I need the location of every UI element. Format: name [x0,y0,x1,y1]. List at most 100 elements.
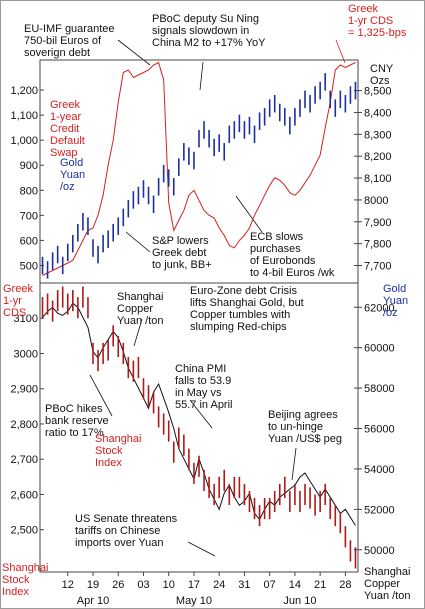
annotation: EU-IMF guarantee [24,23,114,35]
annotation: PBoC deputy Su Ning [152,13,259,25]
annotation: Shanghai [95,433,142,445]
annotation: Yuan [383,295,408,307]
y2-tick-label: 62000 [364,302,395,314]
x-tick-label: 26 [112,579,124,591]
annotation: S&P lowers [152,235,209,247]
annotation: slumping Red-chips [190,321,287,333]
month-label: May 10 [176,595,212,607]
pointer [117,39,151,66]
annotation: 1-year [50,111,82,123]
annotation: to junk, BB+ [152,259,212,271]
annotation: US Senate threatens [75,513,178,525]
annotation: Shanghai [117,291,164,303]
annotation: Stock [95,445,123,457]
annotation: Index [95,457,122,469]
annotation: bank reserve [45,415,109,427]
series-line [42,61,356,276]
y-tick-label: 600 [20,235,38,247]
x-tick-label: 31 [238,579,250,591]
y2-tick-label: 60000 [364,343,395,355]
annotation: Default [50,135,85,147]
annotation: Copper [364,578,400,590]
annotation: falls to 53.9 [175,375,231,387]
annotation: to un-hinge [268,421,323,433]
annotation: Beijing agrees [268,409,338,421]
annotation: ratio to 17% [45,427,104,439]
y2-tick-label: 52000 [364,504,395,516]
pointer [291,447,297,481]
x-tick-label: 07 [264,579,276,591]
pointer [235,195,263,233]
month-label: Jun 10 [283,595,316,607]
pointer [187,541,216,557]
annotation: China PMI [175,363,226,375]
annotation: ECB slows [250,231,304,243]
annotation: signals slowdown in [152,25,249,37]
annotation: tariffs on Chinese [75,525,160,537]
y2-tick-label: 50000 [364,545,395,557]
x-tick-label: 24 [213,579,225,591]
y2-tick-label: 8,400 [364,107,392,119]
y2-tick-label: 8,200 [364,151,392,163]
annotation: Index [2,586,29,598]
annotation: /oz [383,307,398,319]
annotation: soverign debt [24,47,90,59]
annotation: Copper tumbles with [190,309,290,321]
y-tick-label: 900 [20,160,38,172]
annotation: imports over Yuan [75,537,163,549]
pointer [199,61,204,91]
y2-tick-label: 7,900 [364,217,392,229]
annotation: purchases [250,243,301,255]
x-tick-label: 14 [289,579,301,591]
annotation: Shanghai [2,562,49,574]
annotation: Swap [50,147,78,159]
y-tick-label: 2,500 [10,525,38,537]
y-tick-label: 2,600 [10,489,38,501]
y2-tick-label: 8000 [364,195,388,207]
y2-tick-label: 8,300 [364,129,392,141]
annotation: 750-bil Euros of [24,35,102,47]
x-tick-label: 12 [62,579,74,591]
annotation: to 4-bil Euros /wk [250,267,335,279]
annotation: Ozs [370,75,390,87]
annotation: Greek [50,99,80,111]
y-tick-label: 2,900 [10,384,38,396]
panel-frame [39,282,359,573]
pointer [335,39,346,64]
pointer [133,318,143,347]
x-tick-label: 17 [188,579,200,591]
y-tick-label: 500 [20,260,38,272]
annotation: 55.7 in April [175,399,232,411]
pointers [89,39,346,557]
pointer [125,231,151,253]
y-tick-label: 1,000 [10,135,38,147]
x-tick-label: 28 [339,579,351,591]
annotation: Yuan /ton [117,315,164,327]
y2-tick-label: 56000 [364,424,395,436]
annotation: CDS [3,307,26,319]
annotation: 1-yr [3,295,22,307]
annotation: Gold [60,157,83,169]
y-tick-label: 3000 [14,348,38,360]
annotation: China M2 to +17% YoY [152,37,266,49]
y-tick-label: 800 [20,185,38,197]
pointer [189,399,213,429]
annotation: Credit [50,123,79,135]
annotation: Greek debt [152,247,206,259]
x-tick-label: 21 [314,579,326,591]
y-tick-label: 1,200 [10,85,38,97]
y2-tick-label: 8,100 [364,173,392,185]
y-tick-label: 3100 [14,313,38,325]
annotation: Yuan [60,169,85,181]
annotation: 1-yr CDS [348,15,393,27]
annotation: Copper [117,303,153,315]
annotation: Shanghai [364,566,411,578]
y2-tick-label: 58000 [364,383,395,395]
y2-tick-label: 7,800 [364,239,392,251]
pointer [89,374,113,417]
annotation: Gold [383,283,406,295]
annotation: = 1,325-bps [348,27,407,39]
annotation: Greek [348,3,378,15]
y-tick-label: 700 [20,210,38,222]
